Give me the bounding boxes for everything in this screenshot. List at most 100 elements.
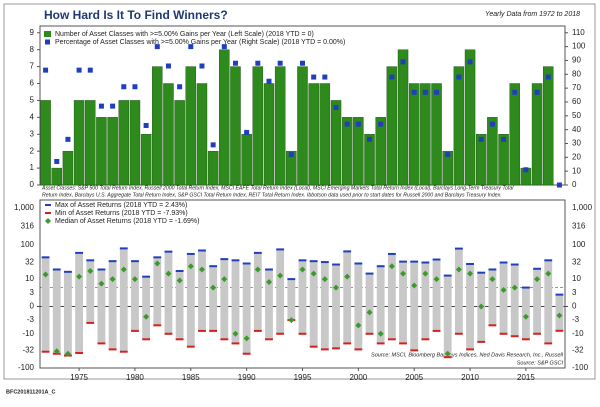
- min-marker: [131, 329, 139, 332]
- median-marker: [221, 276, 228, 283]
- range-bar: [198, 250, 206, 331]
- y2-tick-label: 70: [572, 83, 581, 92]
- square-marker: [489, 121, 495, 127]
- max-marker: [521, 286, 530, 289]
- min-marker: [399, 342, 407, 345]
- square-marker: [132, 84, 138, 90]
- square-marker: [65, 136, 71, 142]
- range-bar: [86, 260, 95, 323]
- median-marker: [489, 276, 496, 283]
- min-marker: [533, 332, 541, 335]
- median-marker: [154, 260, 161, 267]
- y-tick-label: 1: [30, 163, 35, 172]
- range-bar: [421, 262, 430, 340]
- bar: [475, 134, 487, 186]
- range-bar: [52, 269, 61, 354]
- median-marker: [411, 282, 418, 289]
- y-tick-label: 1,000: [14, 203, 35, 212]
- square-marker: [143, 122, 149, 128]
- square-marker: [188, 44, 194, 50]
- bar: [196, 83, 208, 186]
- max-marker: [41, 256, 50, 259]
- median-marker: [556, 312, 563, 319]
- x-tick-label: 2005: [405, 373, 423, 382]
- median-marker: [522, 313, 529, 320]
- square-marker: [389, 74, 395, 80]
- x-tick-label: 1995: [294, 373, 312, 382]
- median-marker: [400, 270, 407, 277]
- max-marker: [399, 260, 407, 263]
- range-bar: [387, 253, 396, 340]
- bar: [341, 117, 353, 186]
- min-marker: [265, 338, 273, 341]
- median-marker: [288, 317, 295, 324]
- median-marker: [187, 263, 194, 270]
- min-marker: [555, 329, 564, 332]
- median-marker: [254, 266, 261, 273]
- max-marker: [477, 271, 486, 274]
- y2-tick-label: 20: [572, 152, 581, 161]
- median-marker: [53, 348, 60, 355]
- square-marker: [311, 74, 317, 80]
- median-marker: [545, 270, 552, 277]
- bar: [453, 66, 465, 186]
- max-marker: [220, 258, 229, 261]
- median-marker: [422, 270, 429, 277]
- max-marker: [131, 260, 139, 263]
- square-marker: [456, 74, 462, 80]
- max-marker: [555, 293, 564, 296]
- range-bar: [186, 253, 195, 347]
- y-tick-label: 10: [25, 274, 34, 283]
- square-marker: [422, 89, 428, 95]
- square-marker: [98, 103, 104, 109]
- min-marker: [142, 338, 151, 341]
- y2-tick-label: 40: [572, 125, 581, 134]
- median-marker: [277, 272, 284, 279]
- min-marker: [242, 352, 251, 355]
- y2-tick-label: 100: [572, 42, 586, 51]
- bar: [174, 100, 185, 186]
- max-marker: [387, 252, 396, 255]
- min-marker: [387, 338, 396, 341]
- y2-tick-label: 1,000: [572, 203, 593, 212]
- max-marker: [287, 278, 296, 281]
- median-marker: [467, 270, 474, 277]
- y-tick-label: 5: [30, 96, 35, 105]
- range-bar: [41, 257, 50, 352]
- min-marker: [332, 347, 340, 350]
- bar: [431, 83, 442, 186]
- square-marker: [501, 136, 507, 142]
- range-bar: [533, 268, 541, 334]
- y-tick-label: 2: [30, 146, 35, 155]
- bar: [531, 83, 543, 186]
- square-marker: [110, 103, 116, 109]
- square-marker: [367, 136, 373, 142]
- square-marker: [322, 74, 328, 80]
- x-tick-label: 1985: [182, 373, 200, 382]
- range-bar: [354, 263, 363, 350]
- range-bar: [75, 252, 84, 353]
- square-marker: [411, 89, 417, 95]
- median-marker: [143, 313, 150, 320]
- min-marker: [309, 345, 318, 348]
- y-tick-label: -100: [18, 363, 35, 372]
- max-marker: [410, 260, 419, 263]
- median-marker: [444, 350, 451, 357]
- median-marker: [210, 284, 217, 291]
- y2-tick-label: 0: [572, 302, 577, 311]
- y2-tick-label: -3: [572, 315, 580, 324]
- bar: [543, 66, 554, 186]
- square-marker: [545, 74, 551, 80]
- min-marker: [253, 329, 262, 332]
- x-tick-label: 2000: [349, 373, 367, 382]
- median-marker: [299, 266, 306, 273]
- y2-tick-label: -32: [572, 345, 584, 354]
- range-bar: [454, 248, 463, 334]
- median-marker: [232, 330, 239, 337]
- max-marker: [298, 259, 307, 262]
- median-marker: [366, 309, 373, 316]
- max-marker: [142, 275, 151, 278]
- max-marker: [164, 250, 173, 253]
- square-marker: [255, 60, 261, 66]
- legend-label: Min of Asset Returns (2018 YTD = -7.93%): [55, 210, 188, 217]
